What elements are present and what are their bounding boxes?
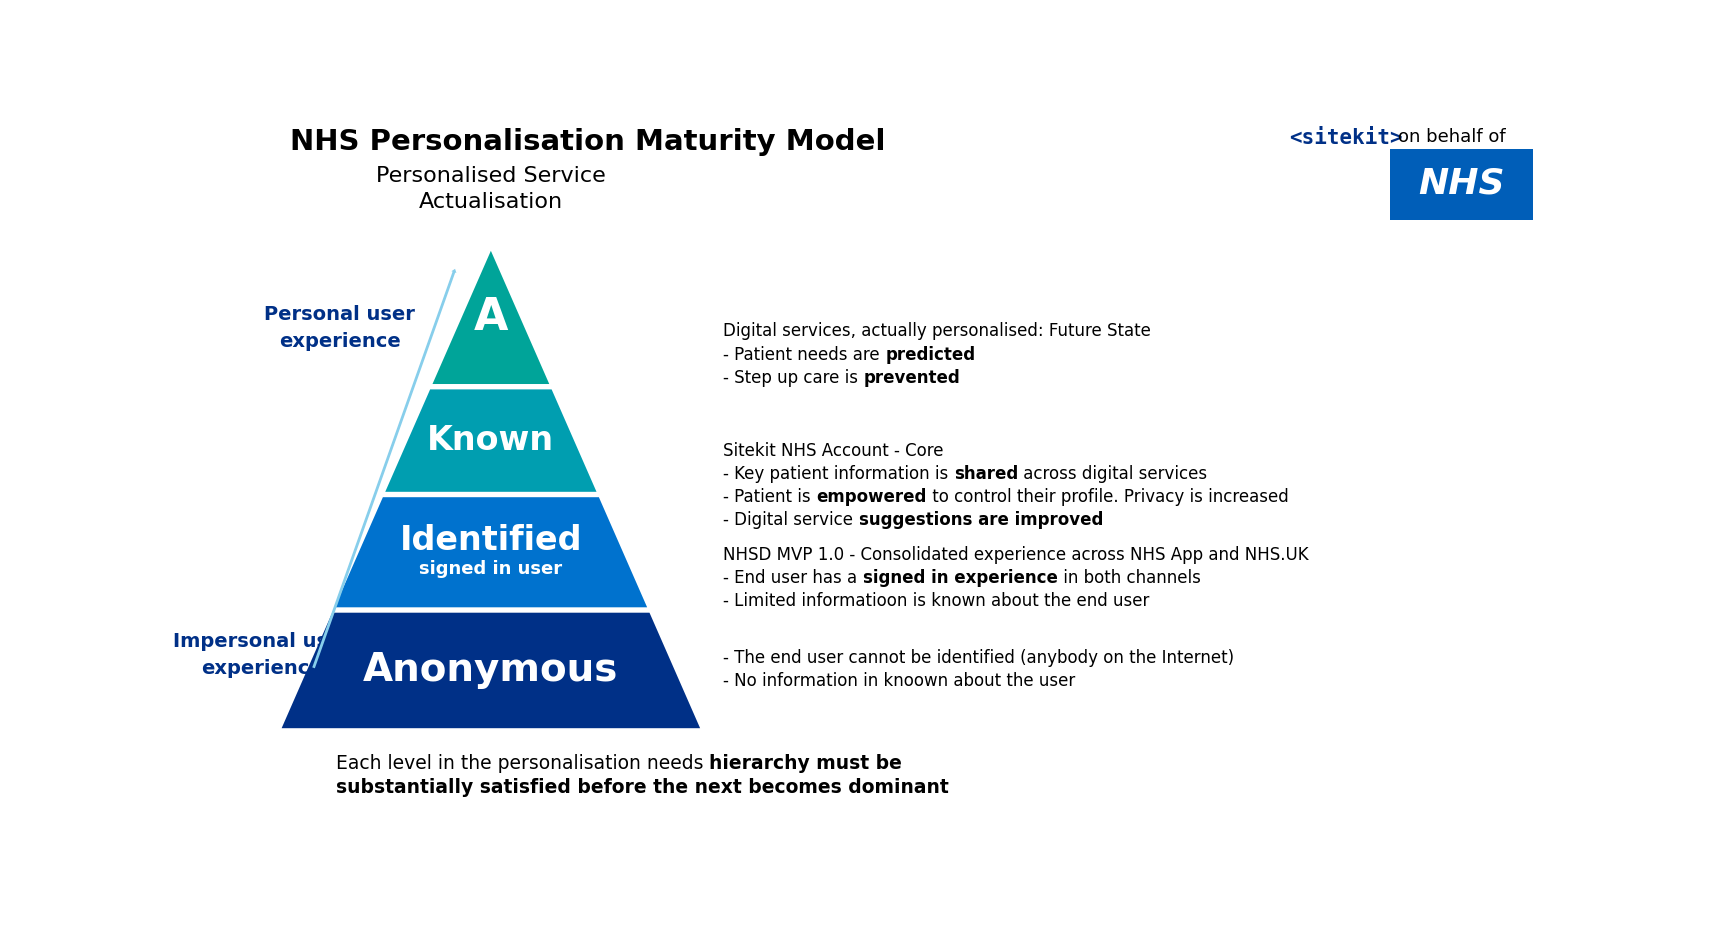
Text: - Limited informatioon is known about the end user: - Limited informatioon is known about th… [723, 592, 1150, 610]
Text: A: A [473, 295, 507, 338]
Text: Personalised Service
Actualisation: Personalised Service Actualisation [376, 166, 606, 212]
Polygon shape [335, 497, 647, 608]
Text: - The end user cannot be identified (anybody on the Internet): - The end user cannot be identified (any… [723, 649, 1234, 667]
Text: <sitekit>: <sitekit> [1289, 127, 1403, 148]
Text: NHSD MVP 1.0 - Consolidated experience across NHS App and NHS.UK: NHSD MVP 1.0 - Consolidated experience a… [723, 546, 1308, 564]
Text: shared: shared [954, 465, 1018, 482]
Text: Personal user
experience: Personal user experience [264, 305, 416, 351]
Text: - Step up care is: - Step up care is [723, 368, 863, 386]
Text: predicted: predicted [885, 346, 975, 364]
FancyBboxPatch shape [1389, 150, 1533, 220]
Text: Sitekit NHS Account - Core: Sitekit NHS Account - Core [723, 441, 944, 460]
Text: to control their profile. Privacy is increased: to control their profile. Privacy is inc… [927, 488, 1288, 506]
Text: Each level in the personalisation needs: Each level in the personalisation needs [337, 754, 709, 772]
Text: Identified: Identified [400, 525, 582, 557]
Polygon shape [433, 251, 549, 384]
Text: empowered: empowered [816, 488, 927, 506]
Text: in both channels: in both channels [1058, 568, 1201, 587]
Text: NHS: NHS [1419, 166, 1505, 201]
Text: - No information in knoown about the user: - No information in knoown about the use… [723, 672, 1075, 690]
Text: on behalf of: on behalf of [1398, 127, 1505, 146]
Polygon shape [281, 612, 701, 728]
Text: suggestions are improved: suggestions are improved [858, 511, 1103, 529]
Text: - End user has a: - End user has a [723, 568, 863, 587]
Text: - Digital service: - Digital service [723, 511, 858, 529]
Text: prevented: prevented [863, 368, 960, 386]
Text: Anonymous: Anonymous [362, 652, 618, 689]
Text: signed in experience: signed in experience [863, 568, 1058, 587]
Text: across digital services: across digital services [1018, 465, 1206, 482]
Text: hierarchy must be: hierarchy must be [709, 754, 903, 772]
Text: substantially satisfied before the next becomes dominant: substantially satisfied before the next … [337, 778, 949, 798]
Text: signed in user: signed in user [419, 560, 563, 578]
Text: Digital services, actually personalised: Future State: Digital services, actually personalised:… [723, 323, 1151, 340]
Text: Known: Known [428, 424, 554, 457]
Text: - Patient is: - Patient is [723, 488, 816, 506]
Text: Impersonal user
experience: Impersonal user experience [173, 632, 352, 678]
Text: - Key patient information is: - Key patient information is [723, 465, 954, 482]
Text: - Patient needs are: - Patient needs are [723, 346, 885, 364]
Text: NHS Personalisation Maturity Model: NHS Personalisation Maturity Model [290, 127, 885, 155]
Polygon shape [385, 389, 597, 492]
